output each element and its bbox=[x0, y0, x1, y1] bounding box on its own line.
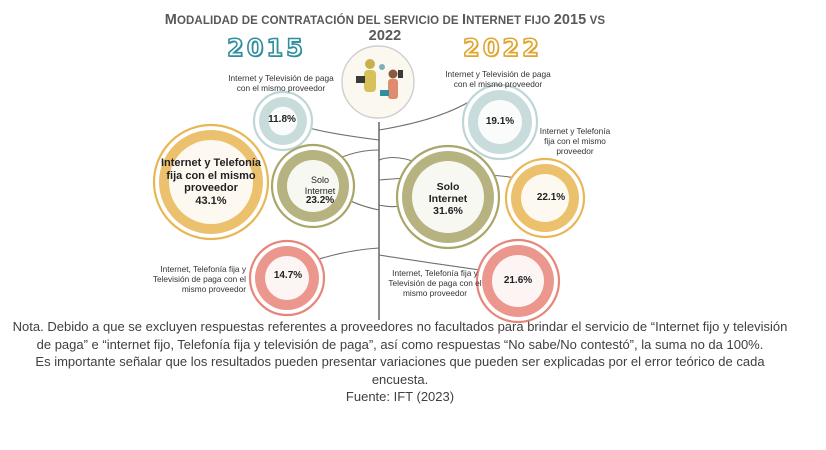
branch-7 bbox=[378, 99, 473, 131]
bubble-2022-1 bbox=[461, 83, 539, 161]
device-phone bbox=[398, 70, 403, 78]
branch-6 bbox=[378, 254, 481, 271]
footnote-nota: Nota. Debido a que se excluyen respuesta… bbox=[12, 319, 788, 352]
bubble-2015-1 bbox=[252, 90, 314, 152]
bubble-2022-2 bbox=[504, 157, 586, 239]
value-2022-internet-telefonia: 22.1% bbox=[536, 192, 566, 203]
value-2015-solo-internet: 23.2% bbox=[305, 195, 335, 206]
value-2015-internet-telefonia: 43.1% bbox=[195, 194, 227, 207]
label-2022-internet-tv: Internet y Televisión de paga con el mis… bbox=[445, 69, 551, 89]
device-tv bbox=[380, 90, 389, 96]
label-2022-solo-internet: Solo Internet 31.6% bbox=[412, 181, 484, 217]
bubble-2015-3 bbox=[270, 143, 356, 229]
bubble-2022-3 bbox=[395, 144, 501, 250]
footnote-variaciones: Es importante señalar que los resultados… bbox=[35, 354, 765, 387]
label-2015-internet-tv: Internet y Televisión de paga con el mis… bbox=[228, 73, 334, 93]
bubble-2015-4 bbox=[248, 239, 326, 317]
bubble-core bbox=[521, 174, 569, 222]
value-2022-internet-tv: 19.1% bbox=[485, 116, 515, 127]
bubble-core bbox=[287, 160, 339, 212]
device-laptop bbox=[356, 76, 365, 83]
bubble-2015-2 bbox=[152, 123, 270, 241]
bubble-core bbox=[492, 255, 544, 307]
bubble-core bbox=[265, 256, 309, 300]
label-2015-internet-telefonia: Internet y Telefonía fija con el mismo p… bbox=[157, 157, 265, 207]
person-body-2 bbox=[388, 79, 398, 99]
person-head-1 bbox=[365, 59, 375, 69]
value-2022-solo-internet: 31.6% bbox=[433, 205, 463, 217]
label-2022-internet-telefonia: Internet y Telefonía fija con el mismo p… bbox=[539, 126, 611, 156]
bubbles-layer bbox=[152, 83, 586, 324]
bubble-core bbox=[412, 161, 484, 233]
people-devices-icon bbox=[341, 45, 415, 119]
bubble-core bbox=[169, 140, 253, 224]
footnote: Nota. Debido a que se excluyen respuesta… bbox=[10, 318, 790, 406]
footnote-fuente: Fuente: IFT (2023) bbox=[345, 389, 455, 404]
year-2022-heading: 2022 bbox=[462, 33, 542, 63]
value-2022-internet-telefonia-tv: 21.6% bbox=[503, 275, 533, 286]
label-2022-internet-telefonia-tv: Internet, Telefonía fija y Televisión de… bbox=[388, 268, 482, 298]
bubble-2022-4 bbox=[475, 238, 561, 324]
icon-circle bbox=[341, 45, 415, 119]
bubble-core bbox=[268, 106, 298, 136]
person-head-2 bbox=[388, 69, 398, 79]
value-2015-internet-tv: 11.8% bbox=[268, 114, 296, 125]
year-2015-heading: 2015 bbox=[226, 33, 306, 63]
value-2015-internet-telefonia-tv: 14.7% bbox=[273, 270, 303, 281]
bubble-core bbox=[478, 100, 522, 144]
wifi-dot bbox=[379, 64, 385, 70]
label-2015-solo-internet: Solo Internet 23.2% bbox=[285, 175, 355, 207]
chart-title: MODALIDAD DE CONTRATACIÓN DEL SERVICIO D… bbox=[164, 12, 606, 44]
person-body-1 bbox=[364, 70, 376, 92]
label-2015-internet-telefonia-tv: Internet, Telefonía fija y Televisión de… bbox=[152, 264, 246, 294]
